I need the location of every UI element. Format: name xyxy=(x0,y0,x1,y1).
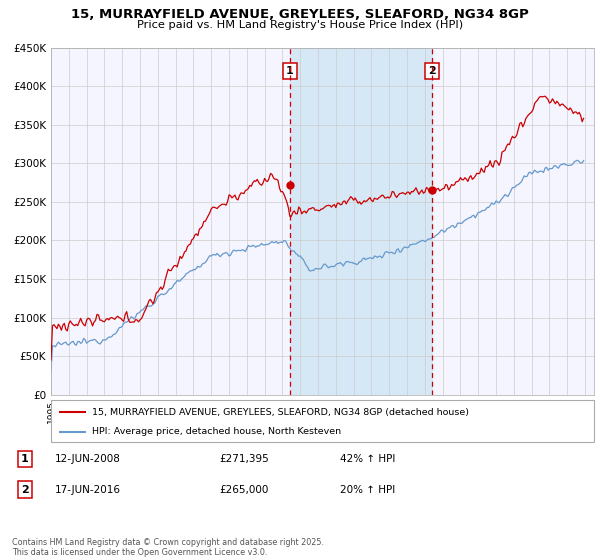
Text: 1: 1 xyxy=(20,454,28,464)
Text: 15, MURRAYFIELD AVENUE, GREYLEES, SLEAFORD, NG34 8GP: 15, MURRAYFIELD AVENUE, GREYLEES, SLEAFO… xyxy=(71,8,529,21)
Text: Contains HM Land Registry data © Crown copyright and database right 2025.
This d: Contains HM Land Registry data © Crown c… xyxy=(12,538,324,557)
Text: 15, MURRAYFIELD AVENUE, GREYLEES, SLEAFORD, NG34 8GP (detached house): 15, MURRAYFIELD AVENUE, GREYLEES, SLEAFO… xyxy=(92,408,469,417)
Bar xyxy=(290,48,432,395)
Text: 2: 2 xyxy=(20,484,28,494)
FancyBboxPatch shape xyxy=(51,400,594,442)
Text: 17-JUN-2016: 17-JUN-2016 xyxy=(55,484,121,494)
Text: Price paid vs. HM Land Registry's House Price Index (HPI): Price paid vs. HM Land Registry's House … xyxy=(137,20,463,30)
Text: HPI: Average price, detached house, North Kesteven: HPI: Average price, detached house, Nort… xyxy=(92,427,341,436)
Text: 12-JUN-2008: 12-JUN-2008 xyxy=(55,454,121,464)
Text: 20% ↑ HPI: 20% ↑ HPI xyxy=(340,484,395,494)
Text: £265,000: £265,000 xyxy=(220,484,269,494)
Text: 2: 2 xyxy=(428,66,436,76)
Text: 42% ↑ HPI: 42% ↑ HPI xyxy=(340,454,395,464)
Text: 1: 1 xyxy=(286,66,294,76)
Text: £271,395: £271,395 xyxy=(220,454,269,464)
